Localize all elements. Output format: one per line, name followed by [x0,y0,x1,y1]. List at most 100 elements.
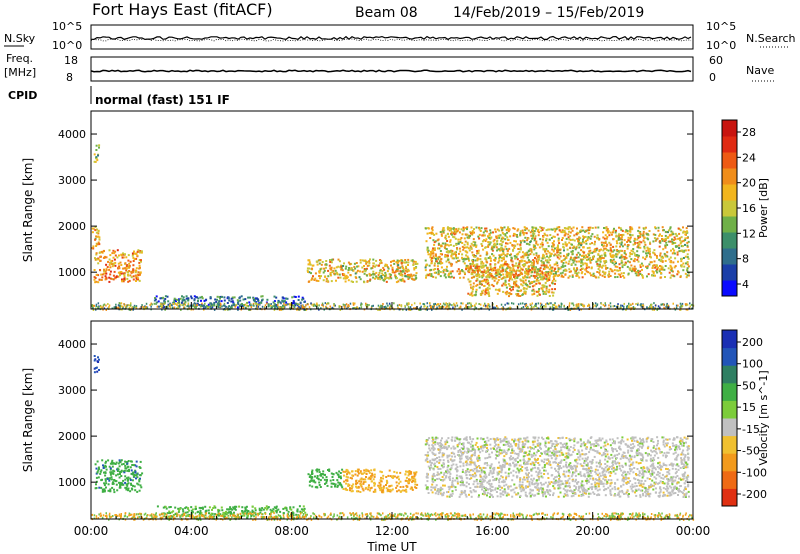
data-point [665,241,668,244]
data-point [662,248,665,251]
data-point [620,238,623,241]
data-point [132,306,134,309]
data-point [91,231,94,234]
data-point [532,253,535,256]
data-point [513,276,515,278]
data-point [160,306,163,309]
data-point [509,276,512,279]
data-point [494,306,497,309]
data-point [480,265,482,268]
data-point [393,475,396,478]
data-point [111,462,114,465]
data-point [106,266,109,268]
data-point [96,258,98,261]
data-point [343,480,346,483]
data-point [517,285,519,288]
data-point [437,242,440,245]
data-point [660,235,663,237]
data-point [592,305,594,308]
data-point [135,465,138,468]
data-point [521,264,524,266]
data-point [664,260,667,262]
data-point [127,489,129,492]
data-point [310,476,313,479]
data-point [475,307,478,310]
data-point [119,484,122,487]
data-point [629,236,632,239]
data-point [484,293,487,296]
colorbar-tick-label: 20 [742,177,756,190]
data-point [397,280,400,283]
data-point [484,264,487,267]
data-point [581,262,584,265]
data-point [465,268,468,271]
data-point [613,254,616,257]
data-point [128,279,131,282]
data-point [220,300,223,303]
data-point [192,304,195,307]
data-point [682,239,685,242]
data-point [456,304,459,307]
data-point [294,296,297,298]
data-point [500,239,502,242]
data-point [604,264,607,267]
data-point [669,226,672,229]
data-point [585,254,587,257]
data-point [338,476,341,479]
data-point [345,470,348,473]
data-point [568,241,571,244]
data-point [400,272,403,274]
data-point [93,160,96,163]
data-point [544,234,547,236]
data-point [530,478,533,481]
data-point [549,259,552,261]
power-x-ticks [90,302,694,309]
data-point [454,251,457,254]
data-point [513,240,516,243]
data-point [359,278,362,281]
data-point [118,476,121,479]
data-point [96,471,99,474]
data-point [94,258,97,261]
nsearch-tick-bottom: 10^0 [706,39,736,52]
data-point [679,305,682,308]
data-point [477,267,479,270]
data-point [530,251,533,254]
data-point [354,473,357,476]
data-point [499,243,501,246]
data-point [389,490,392,493]
data-point [116,249,119,252]
data-point [461,308,463,311]
data-point [453,229,456,232]
data-point [652,272,655,275]
data-point [442,270,445,272]
data-point [351,474,354,477]
data-point [391,307,394,310]
data-point [547,303,550,306]
data-point [502,273,505,276]
data-point [596,473,599,476]
data-point [616,304,619,307]
data-point [343,474,345,477]
data-point [379,489,382,492]
data-point [611,259,614,262]
data-point [557,237,560,240]
data-point [372,478,375,481]
data-point [343,273,346,276]
data-point [126,462,129,465]
data-point [519,232,522,235]
data-point [500,246,503,249]
data-point [571,238,574,241]
data-point [565,244,568,247]
data-point [359,261,362,264]
data-point [530,269,533,272]
data-point [576,237,579,240]
data-point [105,263,108,266]
data-point [483,239,485,242]
data-point [427,274,430,277]
data-point [109,462,112,465]
data-point [349,476,352,479]
data-point [282,304,284,307]
data-point [553,227,556,230]
data-point [470,226,473,229]
